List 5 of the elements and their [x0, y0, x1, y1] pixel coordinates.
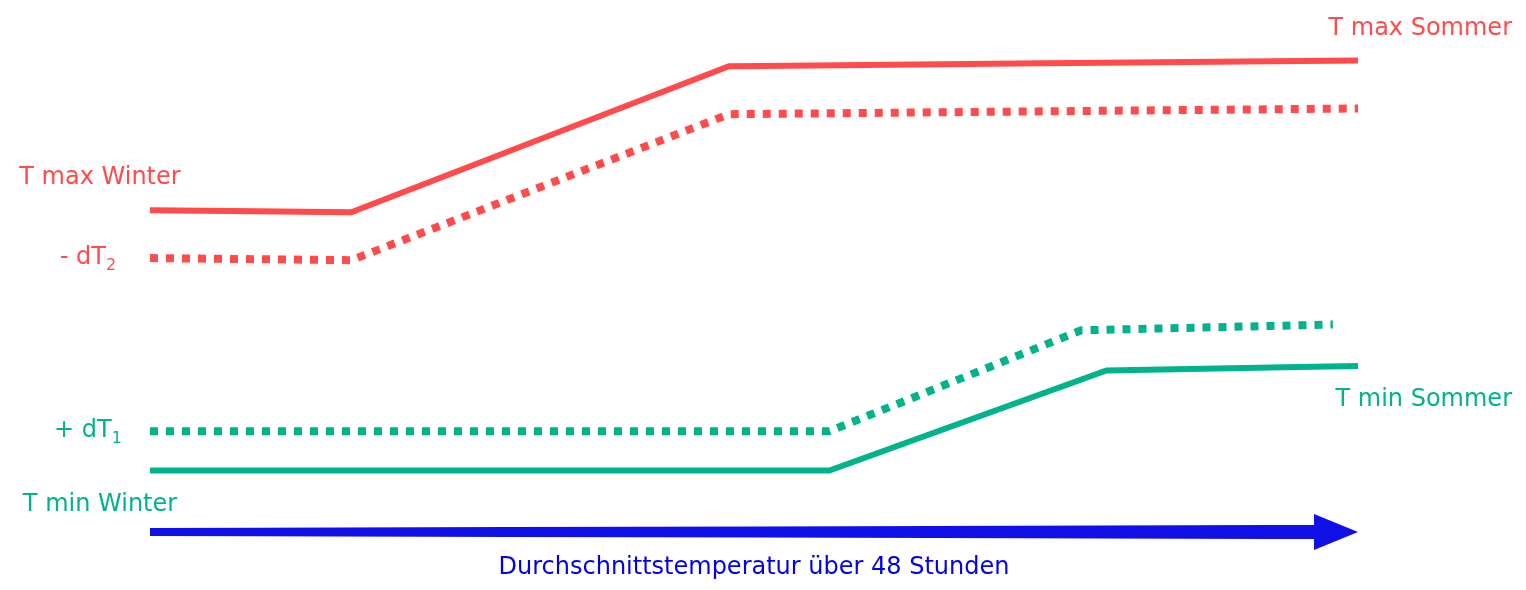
series-label: T max Winter	[18, 162, 181, 191]
annotation: T min Sommer	[1334, 384, 1513, 413]
series-label: T min Winter	[21, 488, 178, 517]
text: T max Sommer	[1327, 12, 1513, 41]
x-axis-title: Durchschnittstemperatur über 48 Stunden	[498, 551, 1010, 580]
